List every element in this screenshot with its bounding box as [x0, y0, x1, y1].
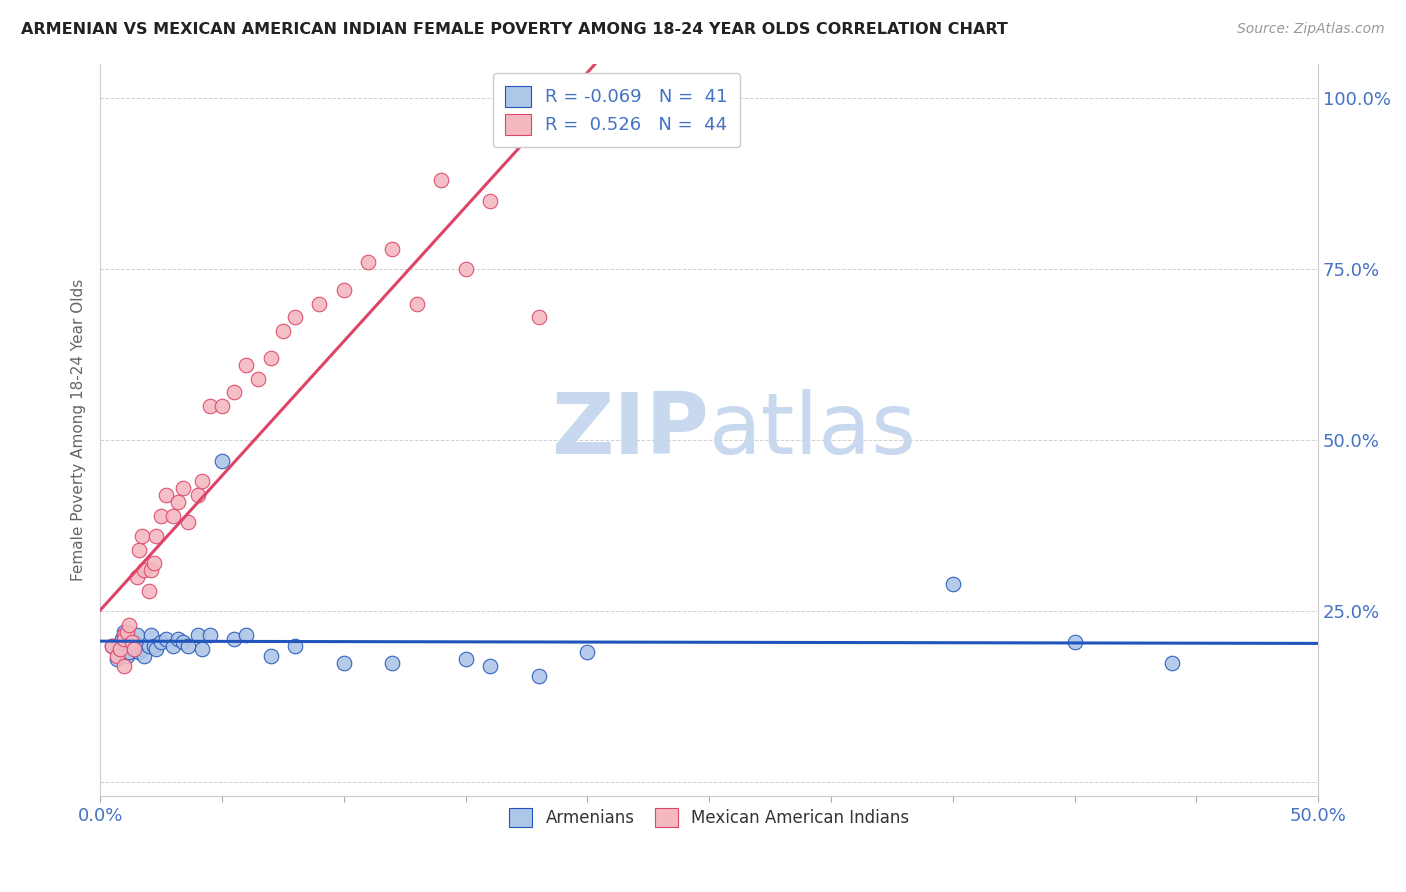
Point — [150, 508, 173, 523]
Point — [125, 570, 148, 584]
Point — [332, 283, 354, 297]
Point — [224, 385, 246, 400]
Point — [132, 563, 155, 577]
Point — [128, 645, 150, 659]
Point — [118, 645, 141, 659]
Point — [131, 642, 153, 657]
Point — [259, 351, 281, 366]
Point — [1161, 656, 1184, 670]
Point — [122, 642, 145, 657]
Point — [125, 628, 148, 642]
Point — [478, 659, 501, 673]
Point — [118, 618, 141, 632]
Point — [115, 648, 138, 663]
Point — [454, 652, 477, 666]
Point — [132, 648, 155, 663]
Point — [114, 628, 136, 642]
Point — [155, 488, 177, 502]
Point — [122, 635, 145, 649]
Point — [141, 628, 163, 642]
Point — [138, 639, 160, 653]
Point — [308, 296, 330, 310]
Point — [235, 358, 257, 372]
Point — [271, 324, 294, 338]
Point — [381, 242, 404, 256]
Point — [138, 583, 160, 598]
Point — [145, 529, 167, 543]
Point — [198, 628, 221, 642]
Point — [172, 481, 194, 495]
Point — [235, 628, 257, 642]
Point — [105, 652, 128, 666]
Point — [211, 399, 233, 413]
Point — [162, 639, 184, 653]
Point — [142, 639, 165, 653]
Text: atlas: atlas — [709, 389, 917, 472]
Point — [121, 639, 143, 653]
Text: Source: ZipAtlas.com: Source: ZipAtlas.com — [1237, 22, 1385, 37]
Point — [381, 656, 404, 670]
Point — [114, 632, 136, 646]
Point — [332, 656, 354, 670]
Point — [114, 628, 136, 642]
Point — [211, 454, 233, 468]
Point — [187, 488, 209, 502]
Point — [527, 310, 550, 325]
Point — [128, 542, 150, 557]
Point — [191, 642, 214, 657]
Point — [101, 639, 124, 653]
Point — [141, 563, 163, 577]
Point — [108, 642, 131, 657]
Point — [167, 632, 190, 646]
Point — [177, 639, 200, 653]
Point — [527, 669, 550, 683]
Point — [167, 495, 190, 509]
Point — [131, 529, 153, 543]
Point — [145, 642, 167, 657]
Point — [198, 399, 221, 413]
Point — [111, 632, 134, 646]
Y-axis label: Female Poverty Among 18-24 Year Olds: Female Poverty Among 18-24 Year Olds — [72, 279, 86, 582]
Legend: Armenians, Mexican American Indians: Armenians, Mexican American Indians — [501, 799, 918, 835]
Text: ARMENIAN VS MEXICAN AMERICAN INDIAN FEMALE POVERTY AMONG 18-24 YEAR OLDS CORRELA: ARMENIAN VS MEXICAN AMERICAN INDIAN FEMA… — [21, 22, 1008, 37]
Point — [115, 624, 138, 639]
Point — [576, 119, 599, 133]
Point — [454, 262, 477, 277]
Point — [357, 255, 380, 269]
Point — [172, 635, 194, 649]
Point — [142, 557, 165, 571]
Point — [162, 508, 184, 523]
Point — [478, 194, 501, 208]
Point — [284, 639, 307, 653]
Point — [259, 648, 281, 663]
Text: ZIP: ZIP — [551, 389, 709, 472]
Point — [187, 628, 209, 642]
Point — [576, 645, 599, 659]
Point — [108, 642, 131, 657]
Point — [224, 632, 246, 646]
Point — [114, 624, 136, 639]
Point — [105, 648, 128, 663]
Point — [430, 173, 453, 187]
Point — [191, 475, 214, 489]
Point — [247, 372, 270, 386]
Point — [121, 635, 143, 649]
Point — [177, 516, 200, 530]
Point — [405, 296, 427, 310]
Point — [942, 577, 965, 591]
Point — [150, 635, 173, 649]
Point — [101, 639, 124, 653]
Point — [114, 659, 136, 673]
Point — [284, 310, 307, 325]
Point — [155, 632, 177, 646]
Point — [1063, 635, 1085, 649]
